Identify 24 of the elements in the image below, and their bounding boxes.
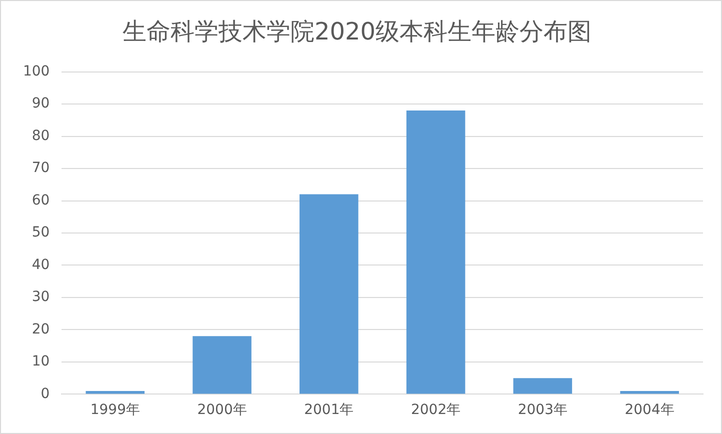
x-tick-label: 2003年 [518, 402, 568, 418]
x-tick-label: 1999年 [90, 402, 140, 418]
y-tick-label: 90 [32, 96, 50, 112]
y-tick-label: 30 [32, 289, 50, 306]
chart-title: 生命科学技术学院2020级本科生年龄分布图 [122, 18, 592, 46]
y-tick-label: 20 [32, 321, 50, 338]
y-tick-label: 10 [32, 354, 50, 370]
y-tick-label: 70 [32, 160, 50, 176]
y-tick-label: 40 [32, 256, 50, 273]
y-tick-label: 50 [32, 224, 50, 241]
x-tick-label: 2000年 [197, 402, 247, 418]
x-tick-label: 2001年 [304, 402, 354, 418]
y-tick-label: 80 [32, 128, 50, 144]
y-tick-label: 100 [22, 63, 50, 80]
y-tick-label: 0 [40, 386, 50, 402]
y-tick-label: 60 [32, 192, 50, 208]
x-tick-label: 2004年 [624, 402, 674, 418]
bar [192, 336, 252, 394]
bar [513, 378, 572, 394]
bar [86, 390, 145, 394]
x-tick-label: 2002年 [410, 402, 461, 418]
bar [406, 110, 466, 394]
bar [300, 194, 358, 394]
bar [620, 390, 679, 394]
